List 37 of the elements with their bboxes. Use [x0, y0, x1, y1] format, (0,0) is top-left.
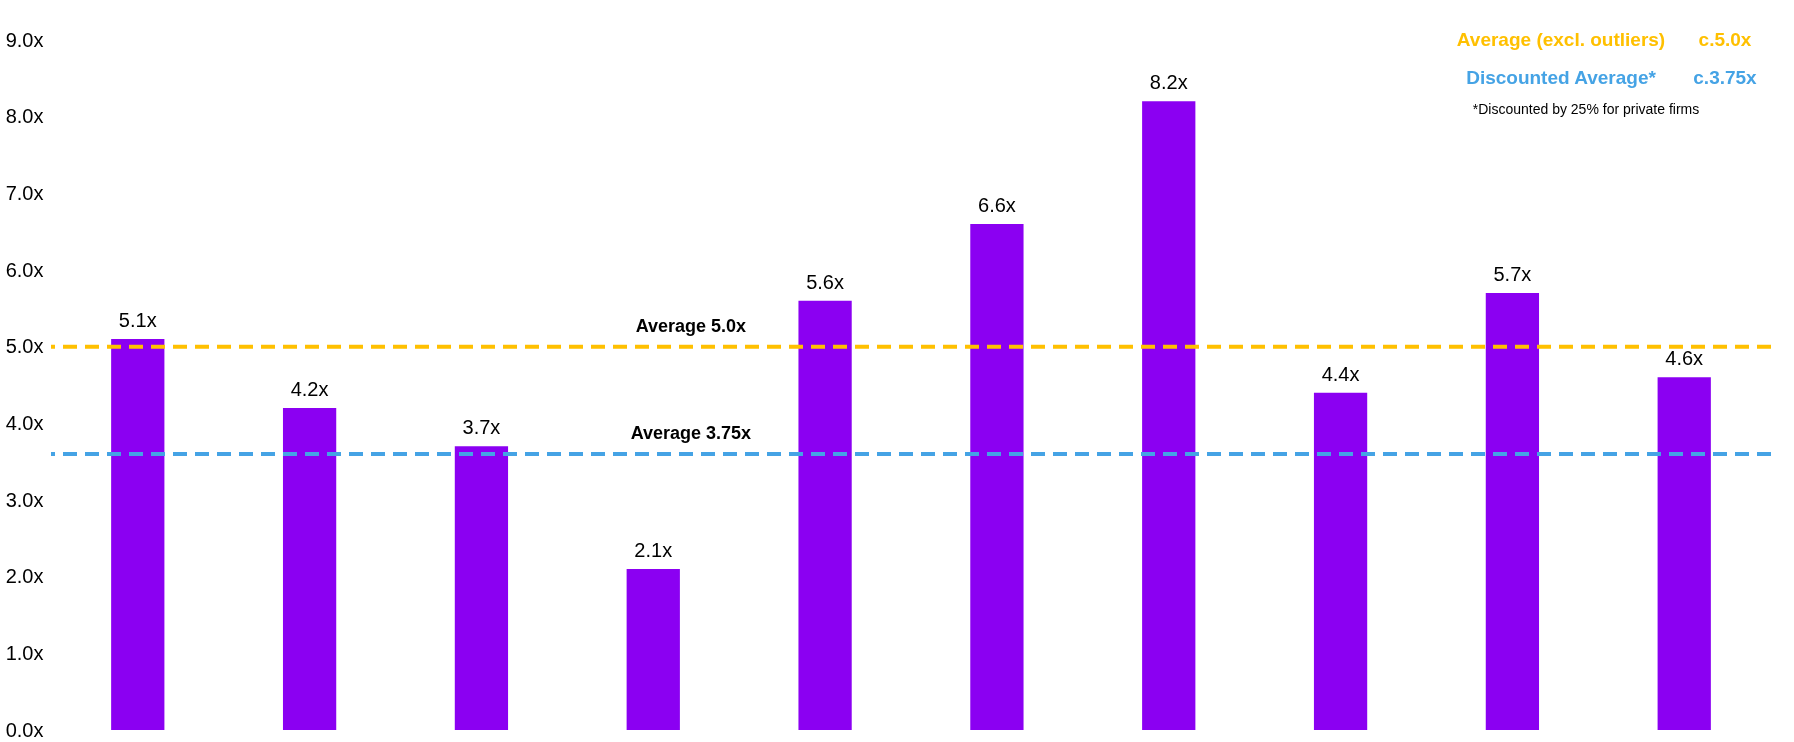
data-label: 6.6x — [978, 194, 1016, 216]
bar — [1657, 377, 1711, 730]
data-label: 5.1x — [118, 309, 157, 331]
y-tick-label: 5.0x — [5, 335, 44, 358]
bar — [1313, 392, 1368, 730]
bar — [798, 300, 852, 730]
y-tick-label: 4.0x — [5, 411, 44, 434]
annotation: Discounted Average* — [1466, 67, 1657, 88]
data-label: 2.1x — [634, 539, 673, 561]
bar — [1142, 101, 1196, 730]
annotation: *Discounted by 25% for private firms — [1472, 101, 1700, 117]
data-label: 5.7x — [1493, 263, 1532, 285]
y-tick-label: 2.0x — [5, 565, 44, 588]
data-label: 4.4x — [1321, 362, 1360, 385]
ref-line-label: Average 5.0x — [635, 315, 747, 336]
bar — [970, 224, 1024, 730]
annotation: c.3.75x — [1693, 67, 1758, 88]
data-label: 4.6x — [1665, 347, 1704, 370]
data-label: 4.2x — [290, 378, 329, 400]
data-label: 5.6x — [806, 270, 844, 293]
annotation: c.5.0x — [1698, 29, 1752, 50]
annotation: Average (excl. outliers) — [1456, 29, 1666, 50]
y-tick-label: 0.0x — [5, 718, 44, 741]
y-tick-label: 6.0x — [5, 258, 44, 281]
y-tick-label: 8.0x — [5, 105, 44, 128]
y-tick-label: 3.0x — [5, 488, 44, 511]
bar — [626, 569, 680, 730]
y-tick-label: 7.0x — [5, 181, 44, 204]
y-tick-label: 9.0x — [5, 28, 44, 51]
bar — [111, 339, 165, 730]
data-label: 3.7x — [462, 416, 501, 439]
y-tick-label: 1.0x — [5, 641, 44, 664]
bar — [454, 446, 509, 730]
ref-line-label: Average 3.75x — [630, 423, 752, 443]
bar — [282, 408, 337, 730]
bar — [1485, 293, 1540, 730]
data-label: 8.2x — [1149, 71, 1188, 94]
